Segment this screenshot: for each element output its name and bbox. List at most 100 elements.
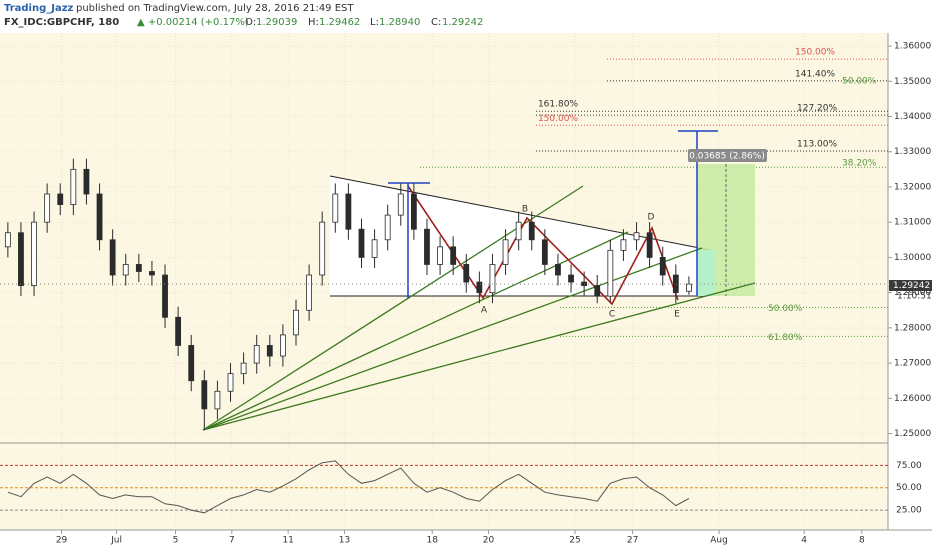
fib-label: 50.00% <box>842 77 877 87</box>
candle-body <box>149 271 155 276</box>
candle-body <box>57 193 64 205</box>
candle-body <box>109 239 116 276</box>
fib-levels: 150.00% 141.40% 50.00% 161.80% 127.20% 150.00… <box>420 48 888 343</box>
candle-body <box>528 221 535 241</box>
rsi-tick-label: 50.00 <box>896 483 922 493</box>
y-tick-label: 1.36000 <box>894 42 931 52</box>
last-price-label: 1.29242 <box>893 281 930 291</box>
change: ▲ +0.00214 (+0.17%) <box>137 17 249 28</box>
y-tick-label: 1.34000 <box>894 112 931 122</box>
last-price-badge <box>889 280 932 291</box>
candle-body <box>659 257 666 276</box>
y-tick-label: 1.35000 <box>894 77 931 87</box>
candle-body <box>502 239 509 265</box>
candle-body <box>96 193 103 241</box>
published: published on TradingView.com, July 28, 2… <box>76 3 354 14</box>
fan-line <box>202 247 703 431</box>
x-tick-label: 27 <box>627 536 638 546</box>
fib-label: 127.20% <box>797 104 837 114</box>
y-tick-label: 1.25000 <box>894 429 931 439</box>
candle-body <box>83 168 90 195</box>
candle-body <box>450 246 457 265</box>
rsi-line <box>7 460 690 514</box>
candle-body <box>476 281 483 294</box>
countdown-badge <box>889 291 932 301</box>
x-tick-label: 13 <box>339 536 350 546</box>
x-tick-label: Aug <box>710 536 728 546</box>
candle-body <box>44 193 51 223</box>
fib-label: 141.40% <box>795 69 835 79</box>
candle-body <box>672 274 679 294</box>
candle-body <box>489 264 496 294</box>
fib-label: 150.00% <box>538 114 578 124</box>
fib-label: 150.00% <box>795 48 835 58</box>
candle-body <box>607 249 614 297</box>
candle-body <box>633 232 640 241</box>
x-tick-label: 29 <box>56 536 68 546</box>
y-tick-label: 1.29000 <box>894 288 931 298</box>
rsi-tick-label: 75.00 <box>896 461 922 471</box>
candle-body <box>175 316 182 346</box>
candle-body <box>188 345 195 382</box>
candle-body <box>646 232 653 258</box>
h-value: 1.29462 <box>319 17 360 28</box>
countdown: 1:10:51 <box>897 292 932 302</box>
candle-body <box>122 264 129 276</box>
y-tick-label: 1.32000 <box>894 182 931 192</box>
candle-body <box>306 274 312 311</box>
candle-body <box>240 362 247 375</box>
candle-body <box>266 345 273 357</box>
fib-label: 113.00% <box>797 140 837 150</box>
h-label: H: <box>308 17 319 28</box>
y-tick-label: 1.31000 <box>894 218 931 228</box>
candle-body <box>4 232 11 248</box>
y-tick-label: 1.30000 <box>894 253 931 263</box>
measure-badge <box>688 149 767 162</box>
candle-body <box>227 373 234 392</box>
candle-body <box>358 228 365 258</box>
candle-body <box>70 168 77 205</box>
candle-body <box>31 221 37 286</box>
candle-body <box>201 380 208 410</box>
x-tick-label: 20 <box>483 536 495 546</box>
pattern-label: A <box>481 306 488 316</box>
x-tick-label: 8 <box>859 536 865 546</box>
candle-body <box>293 309 299 336</box>
author[interactable]: Trading_Jazz <box>4 3 74 14</box>
candle-body <box>541 239 548 265</box>
candle-body <box>332 193 339 223</box>
candle-body <box>437 246 443 265</box>
candle-body <box>162 274 168 318</box>
fib-label: 161.80% <box>538 100 578 110</box>
candle-body <box>620 239 627 251</box>
fib-label: 61.80% <box>768 333 803 343</box>
x-tick-label: 5 <box>173 536 179 546</box>
pattern-label: C <box>609 310 615 320</box>
symbol: FX_IDC:GBPCHF, 180 <box>4 17 119 28</box>
fib-label: 50.00% <box>768 304 803 314</box>
o-label: O: <box>245 17 256 28</box>
candle-body <box>515 221 522 241</box>
y-tick-label: 1.27000 <box>894 359 931 369</box>
fib-label: 38.20% <box>842 159 877 169</box>
pattern-label: D <box>648 213 655 223</box>
candle-body <box>594 285 601 297</box>
target-box-lower <box>697 250 715 296</box>
x-tick-label: 18 <box>426 536 438 546</box>
candle-body <box>686 283 692 292</box>
candle-body <box>424 228 430 265</box>
candle-body <box>280 334 286 357</box>
candle-body <box>384 214 391 241</box>
o-value: 1.29039 <box>256 17 297 28</box>
candle-body <box>397 193 404 216</box>
candle-body <box>410 193 417 230</box>
c-label: C: <box>431 17 441 28</box>
candles <box>4 158 692 431</box>
zigzag <box>407 185 679 306</box>
y-tick-label: 1.33000 <box>894 147 931 157</box>
candle-body <box>319 221 326 276</box>
y-tick-label: 1.28000 <box>894 323 931 333</box>
candle-body <box>214 390 221 410</box>
c-value: 1.29242 <box>442 17 483 28</box>
pattern-label: B <box>522 205 528 215</box>
